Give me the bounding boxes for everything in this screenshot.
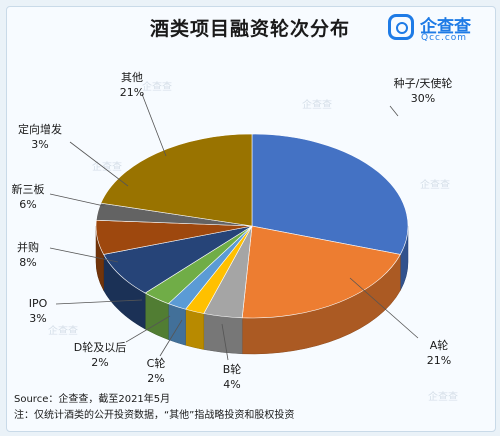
- footnote: 注：仅统计酒类的公开投资数据，“其他”指战略投资和股权投资: [14, 410, 295, 421]
- slice-top: [251, 133, 409, 255]
- slice-label: C轮: [146, 357, 166, 370]
- slice-value-label: 6%: [19, 198, 37, 211]
- leader-line: [221, 323, 229, 361]
- source-note: Source：企查查，截至2021年5月: [14, 394, 171, 405]
- brand-logo: 企查查 Qcc.com: [388, 12, 492, 48]
- leader-line: [49, 247, 119, 263]
- pie-top-faces: [95, 133, 409, 319]
- watermark: 企查查: [302, 100, 332, 111]
- slice-label: 其他: [121, 71, 143, 84]
- leader-line: [389, 105, 399, 117]
- logo-url: Qcc.com: [421, 33, 468, 43]
- watermark: 企查查: [48, 326, 78, 337]
- watermark: 企查查: [428, 392, 458, 403]
- leader-lines: [49, 93, 419, 361]
- watermark: 企查查: [142, 82, 172, 93]
- slice-label: 新三板: [11, 183, 45, 196]
- label-d-round: D轮及以后 2%: [62, 340, 138, 370]
- label-private-placement: 定向增发 3%: [10, 122, 70, 152]
- label-ipo: IPO 3%: [16, 296, 60, 326]
- logo-name: 企查查: [420, 17, 471, 37]
- slice-side: [185, 308, 205, 350]
- slice-value-label: 3%: [29, 312, 47, 325]
- leader-line: [55, 299, 143, 305]
- watermark: 企查查: [92, 162, 122, 173]
- leader-line: [141, 93, 167, 157]
- pie-side-walls: [95, 225, 409, 355]
- slice-top: [241, 225, 401, 319]
- label-a-round: A轮 21%: [404, 338, 474, 368]
- slice-label: IPO: [28, 297, 48, 310]
- slice-value-label: 2%: [147, 372, 165, 385]
- slice-side: [168, 303, 186, 346]
- slice-label: B轮: [222, 363, 242, 376]
- label-other: 其他 21%: [112, 70, 152, 100]
- leader-line: [49, 193, 105, 207]
- slice-value-label: 2%: [91, 356, 109, 369]
- label-b-round: B轮 4%: [212, 362, 252, 392]
- leader-line: [125, 315, 171, 343]
- leader-line: [69, 141, 129, 187]
- slice-label: 定向增发: [18, 123, 62, 136]
- qcc-logo-icon: [388, 14, 414, 40]
- slice-label: 种子/天使轮: [393, 77, 453, 90]
- slice-top: [100, 133, 253, 227]
- slice-value-label: 21%: [119, 86, 145, 99]
- slice-value-label: 21%: [426, 354, 452, 367]
- label-nsb: 新三板 6%: [6, 182, 50, 212]
- label-merger: 并购 8%: [6, 240, 50, 270]
- slice-label: 并购: [17, 241, 39, 254]
- slice-value-label: 30%: [410, 92, 436, 105]
- leader-line: [349, 277, 419, 339]
- chart-title: 酒类项目融资轮次分布: [149, 18, 350, 40]
- slice-value-label: 4%: [223, 378, 241, 391]
- slice-side: [203, 313, 243, 355]
- slice-label: D轮及以后: [73, 341, 127, 354]
- slice-label: A轮: [429, 339, 449, 352]
- watermark: 企查查: [420, 180, 450, 191]
- slice-value-label: 3%: [31, 138, 49, 151]
- label-c-round: C轮 2%: [136, 356, 176, 386]
- slice-value-label: 8%: [19, 256, 37, 269]
- label-seed-angel: 种子/天使轮 30%: [368, 76, 478, 106]
- leader-line: [159, 319, 183, 357]
